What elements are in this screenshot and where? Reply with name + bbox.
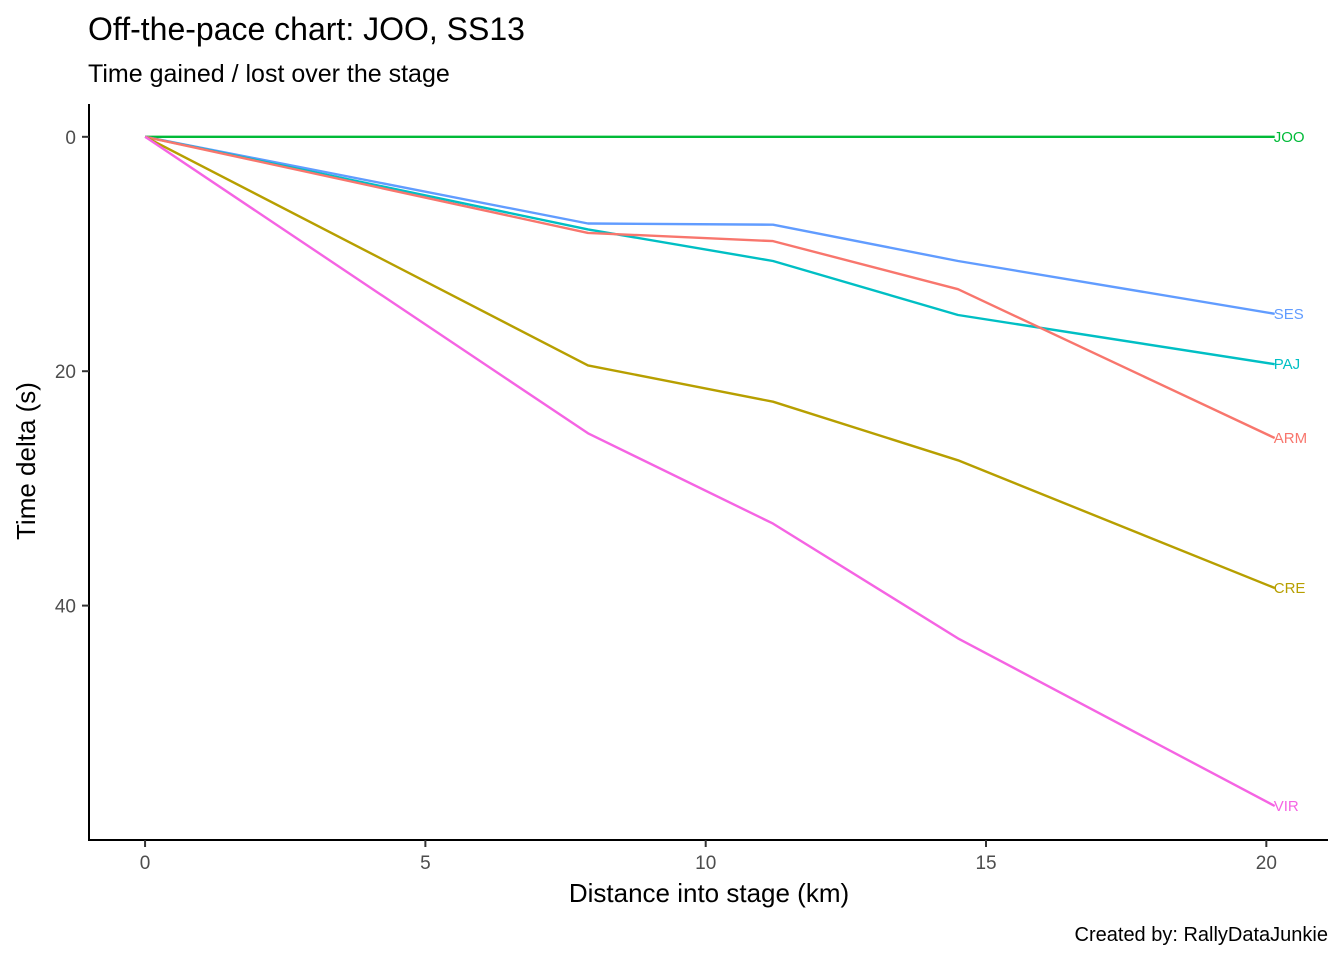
y-tick-label: 20 — [55, 362, 76, 383]
series-label-vir: VIR — [1274, 798, 1299, 815]
x-tick-label: 15 — [975, 853, 996, 874]
series-label-paj: PAJ — [1274, 356, 1300, 373]
chart-title: Off-the-pace chart: JOO, SS13 — [88, 11, 525, 47]
series-line-cre — [144, 135, 1276, 590]
x-tick-label: 5 — [420, 853, 431, 874]
x-tick-label: 10 — [695, 853, 716, 874]
y-tick-label: 0 — [65, 128, 76, 149]
series-line-vir — [144, 135, 1276, 808]
series-line-ses — [144, 135, 1275, 315]
x-tick-label: 20 — [1256, 853, 1277, 874]
series-label-arm: ARM — [1274, 430, 1307, 447]
x-tick-label: 0 — [140, 853, 151, 874]
series-label-joo: JOO — [1274, 129, 1305, 146]
y-axis-title: Time delta (s) — [11, 382, 41, 540]
x-axis-ticks: 0 5 10 15 20 — [140, 840, 1277, 874]
x-axis-title: Distance into stage (km) — [569, 878, 849, 908]
series-label-ses: SES — [1274, 306, 1304, 323]
series-line-paj — [144, 135, 1275, 366]
series-end-labels: JOO SES PAJ ARM CRE VIR — [1274, 129, 1307, 815]
chart-subtitle: Time gained / lost over the stage — [88, 60, 450, 88]
plot-series — [144, 135, 1276, 808]
series-label-cre: CRE — [1274, 580, 1306, 597]
chart-caption: Created by: RallyDataJunkie — [1075, 924, 1328, 946]
y-tick-label: 40 — [55, 597, 76, 618]
series-line-arm — [144, 135, 1276, 440]
y-axis-ticks: 0 20 40 — [55, 128, 89, 618]
